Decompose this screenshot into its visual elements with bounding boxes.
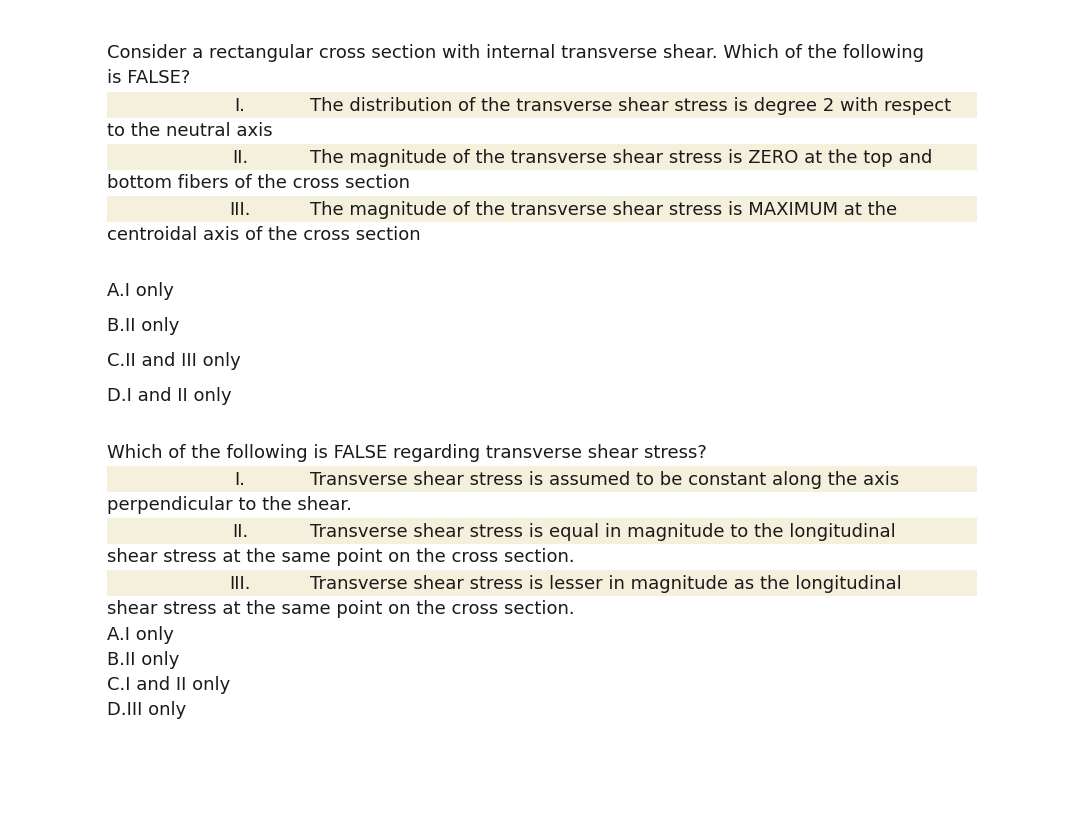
Text: I.: I. — [234, 470, 245, 489]
Text: is FALSE?: is FALSE? — [107, 69, 190, 87]
Bar — [107, 518, 977, 544]
Text: II.: II. — [232, 149, 248, 166]
Text: B.II only: B.II only — [107, 650, 179, 668]
Bar — [107, 570, 977, 596]
Text: III.: III. — [229, 200, 251, 219]
Text: Consider a rectangular cross section with internal transverse shear. Which of th: Consider a rectangular cross section wit… — [107, 44, 924, 62]
Bar — [107, 93, 977, 119]
Text: centroidal axis of the cross section: centroidal axis of the cross section — [107, 226, 420, 243]
Text: II.: II. — [232, 522, 248, 541]
Text: The magnitude of the transverse shear stress is MAXIMUM at the: The magnitude of the transverse shear st… — [310, 200, 897, 219]
Text: C.I and II only: C.I and II only — [107, 675, 230, 693]
Text: perpendicular to the shear.: perpendicular to the shear. — [107, 495, 352, 513]
Text: bottom fibers of the cross section: bottom fibers of the cross section — [107, 174, 410, 192]
Bar — [107, 145, 977, 171]
Text: Transverse shear stress is equal in magnitude to the longitudinal: Transverse shear stress is equal in magn… — [310, 522, 895, 541]
Text: D.III only: D.III only — [107, 700, 186, 718]
Text: I.: I. — [234, 97, 245, 115]
Text: A.I only: A.I only — [107, 282, 174, 300]
Text: A.I only: A.I only — [107, 625, 174, 643]
Text: shear stress at the same point on the cross section.: shear stress at the same point on the cr… — [107, 547, 575, 566]
Text: The distribution of the transverse shear stress is degree 2 with respect: The distribution of the transverse shear… — [310, 97, 951, 115]
Text: C.II and III only: C.II and III only — [107, 352, 241, 369]
Text: to the neutral axis: to the neutral axis — [107, 122, 272, 140]
Text: B.II only: B.II only — [107, 316, 179, 335]
Text: III.: III. — [229, 575, 251, 592]
Text: The magnitude of the transverse shear stress is ZERO at the top and: The magnitude of the transverse shear st… — [310, 149, 932, 166]
Text: Transverse shear stress is lesser in magnitude as the longitudinal: Transverse shear stress is lesser in mag… — [310, 575, 902, 592]
Text: D.I and II only: D.I and II only — [107, 387, 231, 405]
Bar — [107, 197, 977, 223]
Bar — [107, 466, 977, 493]
Text: Transverse shear stress is assumed to be constant along the axis: Transverse shear stress is assumed to be… — [310, 470, 900, 489]
Text: Which of the following is FALSE regarding transverse shear stress?: Which of the following is FALSE regardin… — [107, 444, 707, 461]
Text: shear stress at the same point on the cross section.: shear stress at the same point on the cr… — [107, 599, 575, 617]
